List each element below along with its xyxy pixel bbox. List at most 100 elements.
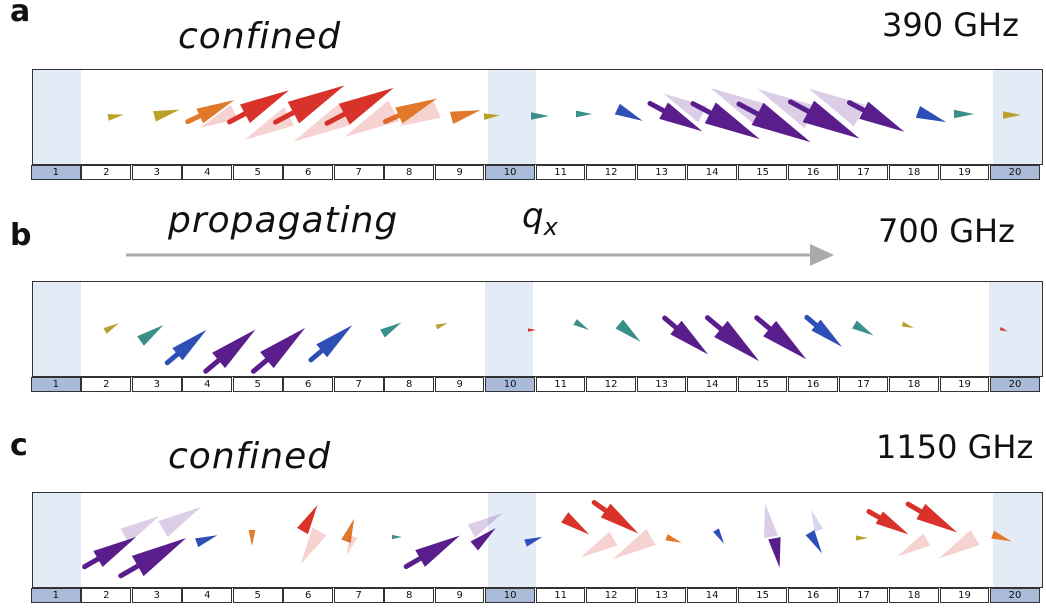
spin-cone (787, 99, 860, 139)
panel-a-frequency: 390 GHz (882, 6, 1019, 44)
cell-label: 7 (333, 588, 384, 603)
spin-cone (915, 105, 947, 123)
spin-cone (398, 101, 441, 127)
panel-b-spin-cones (103, 314, 1008, 374)
propagation-direction-arrow (126, 244, 834, 266)
cell-label: 1 (31, 165, 81, 180)
spin-cone (300, 527, 327, 565)
cell-label: 2 (81, 377, 132, 392)
spin-cone (524, 536, 543, 547)
spin-cone (470, 528, 496, 551)
spin-cone (768, 537, 781, 568)
cell-label: 16 (788, 377, 838, 392)
cell-label: 5 (232, 377, 283, 392)
panel-b-cell-strip: 1 2 3 4 5 6 7 8 9 10 11 12 13 14 15 16 17 18 19 20 (31, 377, 1041, 392)
spin-cone (1003, 111, 1021, 119)
cell-label: 10 (485, 165, 535, 180)
spin-cone (248, 530, 256, 546)
cell-label: 11 (535, 377, 586, 392)
shaded-region (993, 70, 1042, 164)
spin-cone (808, 88, 866, 127)
cell-label: 5 (232, 165, 283, 180)
spin-cone (82, 537, 137, 570)
cell-label: 19 (939, 588, 990, 603)
spin-cone (954, 109, 974, 119)
spin-cone (344, 100, 400, 138)
spin-cone (341, 518, 355, 544)
spin-cone (811, 509, 824, 532)
cell-label: 12 (586, 377, 636, 392)
panel-c-frequency: 1150 GHz (876, 428, 1034, 466)
panel-b-letter: b (10, 218, 32, 253)
panel-a-letter: a (10, 0, 31, 29)
spin-cone (897, 533, 931, 557)
spin-cone (272, 85, 345, 125)
spin-cone (107, 114, 124, 121)
spin-cone (226, 90, 290, 125)
spin-cone (103, 323, 119, 334)
cell-label: 3 (131, 165, 182, 180)
cell-label: 13 (636, 377, 687, 392)
cell-label: 20 (990, 377, 1040, 392)
spin-cone (856, 535, 868, 541)
spin-cone (662, 315, 709, 355)
cell-label: 7 (333, 377, 384, 392)
cell-label: 8 (384, 588, 434, 603)
cell-label: 13 (636, 165, 687, 180)
spin-cone (805, 530, 822, 554)
spin-cone (185, 99, 235, 125)
spin-cone (203, 329, 256, 374)
spin-cone (999, 327, 1008, 332)
panel-a-cell-strip: 1 2 3 4 5 6 7 8 9 10 11 12 13 14 15 16 17 18 19 20 (31, 165, 1041, 180)
cell-label: 2 (81, 588, 132, 603)
cell-label: 7 (333, 165, 384, 180)
cell-label: 6 (283, 588, 334, 603)
spin-cone (713, 528, 724, 544)
cell-label: 16 (788, 588, 838, 603)
spin-cone (531, 112, 549, 120)
spin-cone (754, 315, 807, 360)
cell-label: 4 (182, 377, 233, 392)
cell-label: 9 (434, 588, 485, 603)
spin-cone (467, 513, 503, 538)
spin-cone (449, 110, 481, 124)
spin-cone (244, 106, 295, 140)
spin-cone (576, 110, 592, 118)
cell-label: 2 (81, 165, 132, 180)
spin-cone (199, 104, 238, 129)
spin-cone (614, 103, 643, 121)
cell-label: 13 (636, 588, 687, 603)
shaded-region (33, 282, 81, 376)
spin-cone (612, 528, 656, 559)
spin-cone (647, 100, 703, 132)
cell-label: 19 (939, 377, 990, 392)
spin-cone (392, 534, 402, 540)
cell-label: 4 (182, 165, 233, 180)
cell-label: 19 (939, 165, 990, 180)
spin-cone (153, 109, 180, 122)
panel-b-title: propagating (168, 200, 399, 241)
spin-cone (804, 314, 843, 347)
cell-label: 14 (687, 377, 737, 392)
spin-cone (250, 327, 306, 374)
spin-cone (757, 88, 817, 129)
shaded-region (33, 493, 81, 587)
cell-label: 18 (889, 588, 939, 603)
spin-cone (118, 538, 187, 579)
spin-cone (293, 103, 351, 142)
panel-a-spin-cones (107, 85, 1021, 143)
cell-label: 6 (283, 165, 334, 180)
spin-cone (297, 505, 318, 535)
shaded-region (33, 70, 81, 164)
cell-label: 10 (485, 588, 535, 603)
cell-label: 9 (434, 165, 485, 180)
spin-cone (665, 534, 682, 543)
spin-cone (905, 501, 958, 533)
spin-cone (663, 93, 707, 123)
spin-cone (435, 322, 448, 330)
spin-cone (561, 512, 590, 535)
spin-cone (704, 315, 760, 362)
cell-label: 10 (485, 377, 535, 392)
spin-cone (615, 319, 641, 342)
cell-label: 4 (182, 588, 233, 603)
